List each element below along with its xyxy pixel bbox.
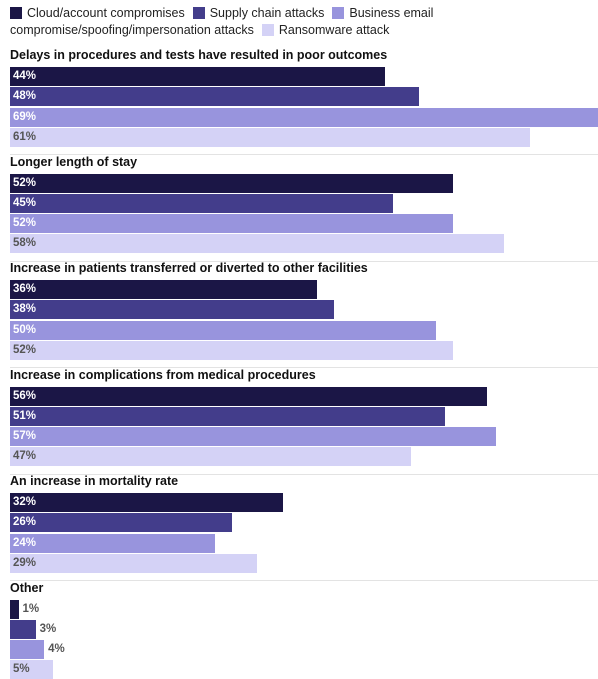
group-divider <box>10 260 598 262</box>
bar <box>10 173 454 193</box>
bar <box>10 533 215 553</box>
bar <box>10 427 496 447</box>
data-label: 52% <box>13 176 37 189</box>
bar <box>10 320 437 340</box>
data-label: 47% <box>13 450 37 463</box>
bar <box>10 386 488 406</box>
bar <box>10 660 53 679</box>
legend-item: Business email compromise/spoofing/imper… <box>10 6 433 37</box>
data-label: 58% <box>13 237 37 250</box>
group-divider <box>10 580 598 582</box>
data-label: 50% <box>13 323 37 336</box>
bar <box>10 599 19 619</box>
data-label: 45% <box>13 196 37 209</box>
group-divider <box>10 473 598 475</box>
category-title: Increase in complications from medical p… <box>10 367 316 382</box>
data-label: 29% <box>13 556 37 569</box>
bar <box>10 493 283 512</box>
bar <box>10 234 505 254</box>
bar <box>10 67 385 86</box>
bar <box>10 406 445 426</box>
category-title: Increase in patients transferred or dive… <box>10 261 368 275</box>
bar <box>10 513 232 533</box>
data-label: 52% <box>13 343 37 356</box>
data-label: 38% <box>13 303 37 316</box>
bar <box>10 193 394 213</box>
legend-label: Supply chain attacks <box>209 6 325 20</box>
data-label: 52% <box>13 217 37 230</box>
data-label: 48% <box>13 90 37 103</box>
legend-swatch <box>192 7 205 19</box>
bar <box>10 619 36 639</box>
data-label: 51% <box>13 409 37 422</box>
bar <box>10 300 334 320</box>
legend-label: Business email compromise/spoofing/imper… <box>10 6 434 37</box>
data-label: 56% <box>13 389 37 402</box>
data-label: 3% <box>39 622 57 635</box>
data-label: 1% <box>22 602 40 615</box>
bar <box>10 107 598 127</box>
bar <box>10 640 45 660</box>
legend-label: Cloud/account compromises <box>27 6 185 20</box>
bar <box>10 127 530 147</box>
category-title: Delays in procedures and tests have resu… <box>10 48 388 62</box>
category-title: Longer length of stay <box>10 154 138 169</box>
category-title: An increase in mortality rate <box>10 474 179 488</box>
legend: Cloud/account compromises Supply chain at… <box>10 5 480 39</box>
category-title: Other <box>10 580 44 595</box>
group-divider <box>10 367 598 369</box>
data-label: 32% <box>13 496 37 508</box>
data-label: 44% <box>13 70 37 82</box>
group-divider <box>10 154 598 156</box>
bar <box>10 87 420 107</box>
data-label: 69% <box>13 110 37 123</box>
data-label: 5% <box>13 663 30 676</box>
bar <box>10 447 411 467</box>
legend-swatch <box>261 24 274 36</box>
bar <box>10 280 317 299</box>
data-label: 36% <box>13 283 37 295</box>
data-label: 24% <box>13 536 37 549</box>
legend-item: Ransomware attack <box>261 23 390 37</box>
bar <box>10 340 454 360</box>
legend-swatch <box>10 7 22 19</box>
bar <box>10 553 258 573</box>
data-label: 26% <box>13 516 37 529</box>
data-label: 57% <box>13 430 37 443</box>
legend-label: Ransomware attack <box>278 23 390 37</box>
data-label: 61% <box>13 130 37 143</box>
legend-swatch <box>332 7 345 19</box>
bar <box>10 214 454 234</box>
legend-item: Cloud/account compromises <box>10 6 185 20</box>
legend-item: Supply chain attacks <box>192 6 325 20</box>
data-label: 4% <box>48 643 65 656</box>
